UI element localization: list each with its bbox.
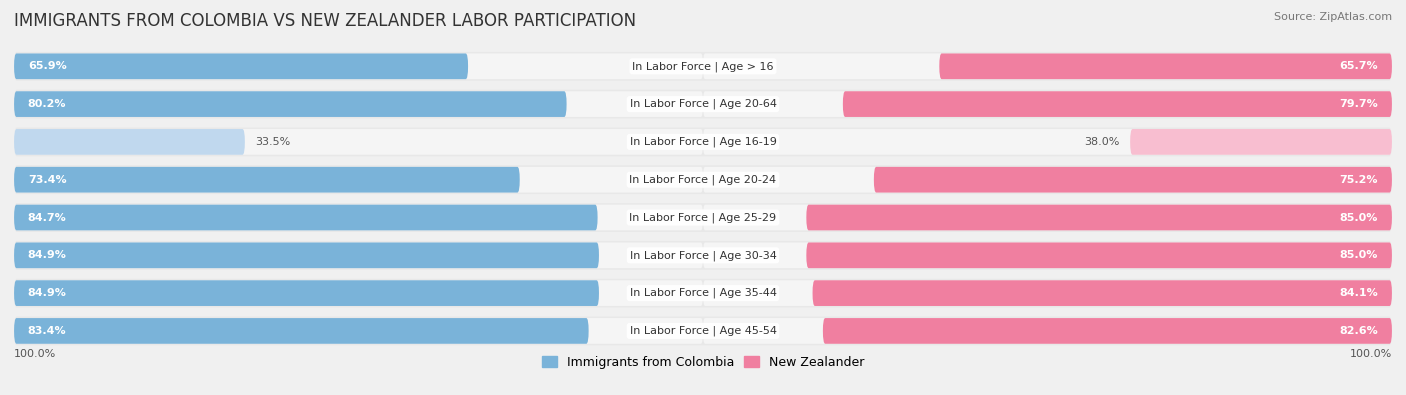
FancyBboxPatch shape	[703, 243, 1392, 268]
FancyBboxPatch shape	[14, 167, 703, 193]
FancyBboxPatch shape	[1130, 129, 1392, 155]
Text: 85.0%: 85.0%	[1340, 213, 1378, 222]
Text: Source: ZipAtlas.com: Source: ZipAtlas.com	[1274, 12, 1392, 22]
Text: In Labor Force | Age 16-19: In Labor Force | Age 16-19	[630, 137, 776, 147]
Text: 85.0%: 85.0%	[1340, 250, 1378, 260]
Text: In Labor Force | Age 25-29: In Labor Force | Age 25-29	[630, 212, 776, 223]
Text: 75.2%: 75.2%	[1340, 175, 1378, 185]
Text: 83.4%: 83.4%	[28, 326, 66, 336]
FancyBboxPatch shape	[14, 91, 703, 117]
Text: In Labor Force | Age 45-54: In Labor Force | Age 45-54	[630, 326, 776, 336]
FancyBboxPatch shape	[813, 280, 1392, 306]
FancyBboxPatch shape	[823, 318, 1392, 344]
FancyBboxPatch shape	[14, 129, 703, 155]
FancyBboxPatch shape	[14, 128, 1392, 156]
FancyBboxPatch shape	[14, 203, 1392, 232]
FancyBboxPatch shape	[703, 318, 1392, 344]
FancyBboxPatch shape	[14, 241, 1392, 270]
Text: In Labor Force | Age 20-64: In Labor Force | Age 20-64	[630, 99, 776, 109]
FancyBboxPatch shape	[14, 91, 567, 117]
FancyBboxPatch shape	[14, 243, 599, 268]
Text: 84.7%: 84.7%	[28, 213, 66, 222]
FancyBboxPatch shape	[14, 279, 1392, 307]
FancyBboxPatch shape	[842, 91, 1392, 117]
FancyBboxPatch shape	[14, 318, 589, 344]
FancyBboxPatch shape	[14, 129, 245, 155]
FancyBboxPatch shape	[14, 53, 703, 79]
Text: 100.0%: 100.0%	[14, 349, 56, 359]
Text: In Labor Force | Age 20-24: In Labor Force | Age 20-24	[630, 175, 776, 185]
Text: 100.0%: 100.0%	[1350, 349, 1392, 359]
Text: 65.7%: 65.7%	[1340, 61, 1378, 71]
Text: 82.6%: 82.6%	[1340, 326, 1378, 336]
FancyBboxPatch shape	[703, 167, 1392, 193]
FancyBboxPatch shape	[14, 318, 703, 344]
FancyBboxPatch shape	[703, 91, 1392, 117]
Text: In Labor Force | Age > 16: In Labor Force | Age > 16	[633, 61, 773, 71]
Text: 38.0%: 38.0%	[1084, 137, 1119, 147]
FancyBboxPatch shape	[807, 205, 1392, 230]
FancyBboxPatch shape	[14, 166, 1392, 194]
FancyBboxPatch shape	[939, 53, 1392, 79]
Text: 79.7%: 79.7%	[1340, 99, 1378, 109]
Text: 84.9%: 84.9%	[28, 288, 66, 298]
FancyBboxPatch shape	[703, 205, 1392, 230]
Text: In Labor Force | Age 30-34: In Labor Force | Age 30-34	[630, 250, 776, 261]
FancyBboxPatch shape	[14, 90, 1392, 118]
FancyBboxPatch shape	[703, 280, 1392, 306]
Text: 84.1%: 84.1%	[1340, 288, 1378, 298]
Text: 73.4%: 73.4%	[28, 175, 66, 185]
FancyBboxPatch shape	[14, 167, 520, 193]
FancyBboxPatch shape	[703, 53, 1392, 79]
Text: IMMIGRANTS FROM COLOMBIA VS NEW ZEALANDER LABOR PARTICIPATION: IMMIGRANTS FROM COLOMBIA VS NEW ZEALANDE…	[14, 12, 636, 30]
FancyBboxPatch shape	[14, 316, 1392, 345]
FancyBboxPatch shape	[14, 205, 703, 230]
Text: 84.9%: 84.9%	[28, 250, 66, 260]
FancyBboxPatch shape	[807, 243, 1392, 268]
FancyBboxPatch shape	[703, 129, 1392, 155]
FancyBboxPatch shape	[14, 205, 598, 230]
FancyBboxPatch shape	[14, 53, 468, 79]
Text: 80.2%: 80.2%	[28, 99, 66, 109]
FancyBboxPatch shape	[14, 243, 703, 268]
FancyBboxPatch shape	[14, 280, 703, 306]
Text: In Labor Force | Age 35-44: In Labor Force | Age 35-44	[630, 288, 776, 298]
Text: 33.5%: 33.5%	[254, 137, 291, 147]
Text: 65.9%: 65.9%	[28, 61, 66, 71]
FancyBboxPatch shape	[14, 52, 1392, 81]
FancyBboxPatch shape	[14, 280, 599, 306]
FancyBboxPatch shape	[875, 167, 1392, 193]
Legend: Immigrants from Colombia, New Zealander: Immigrants from Colombia, New Zealander	[537, 351, 869, 374]
